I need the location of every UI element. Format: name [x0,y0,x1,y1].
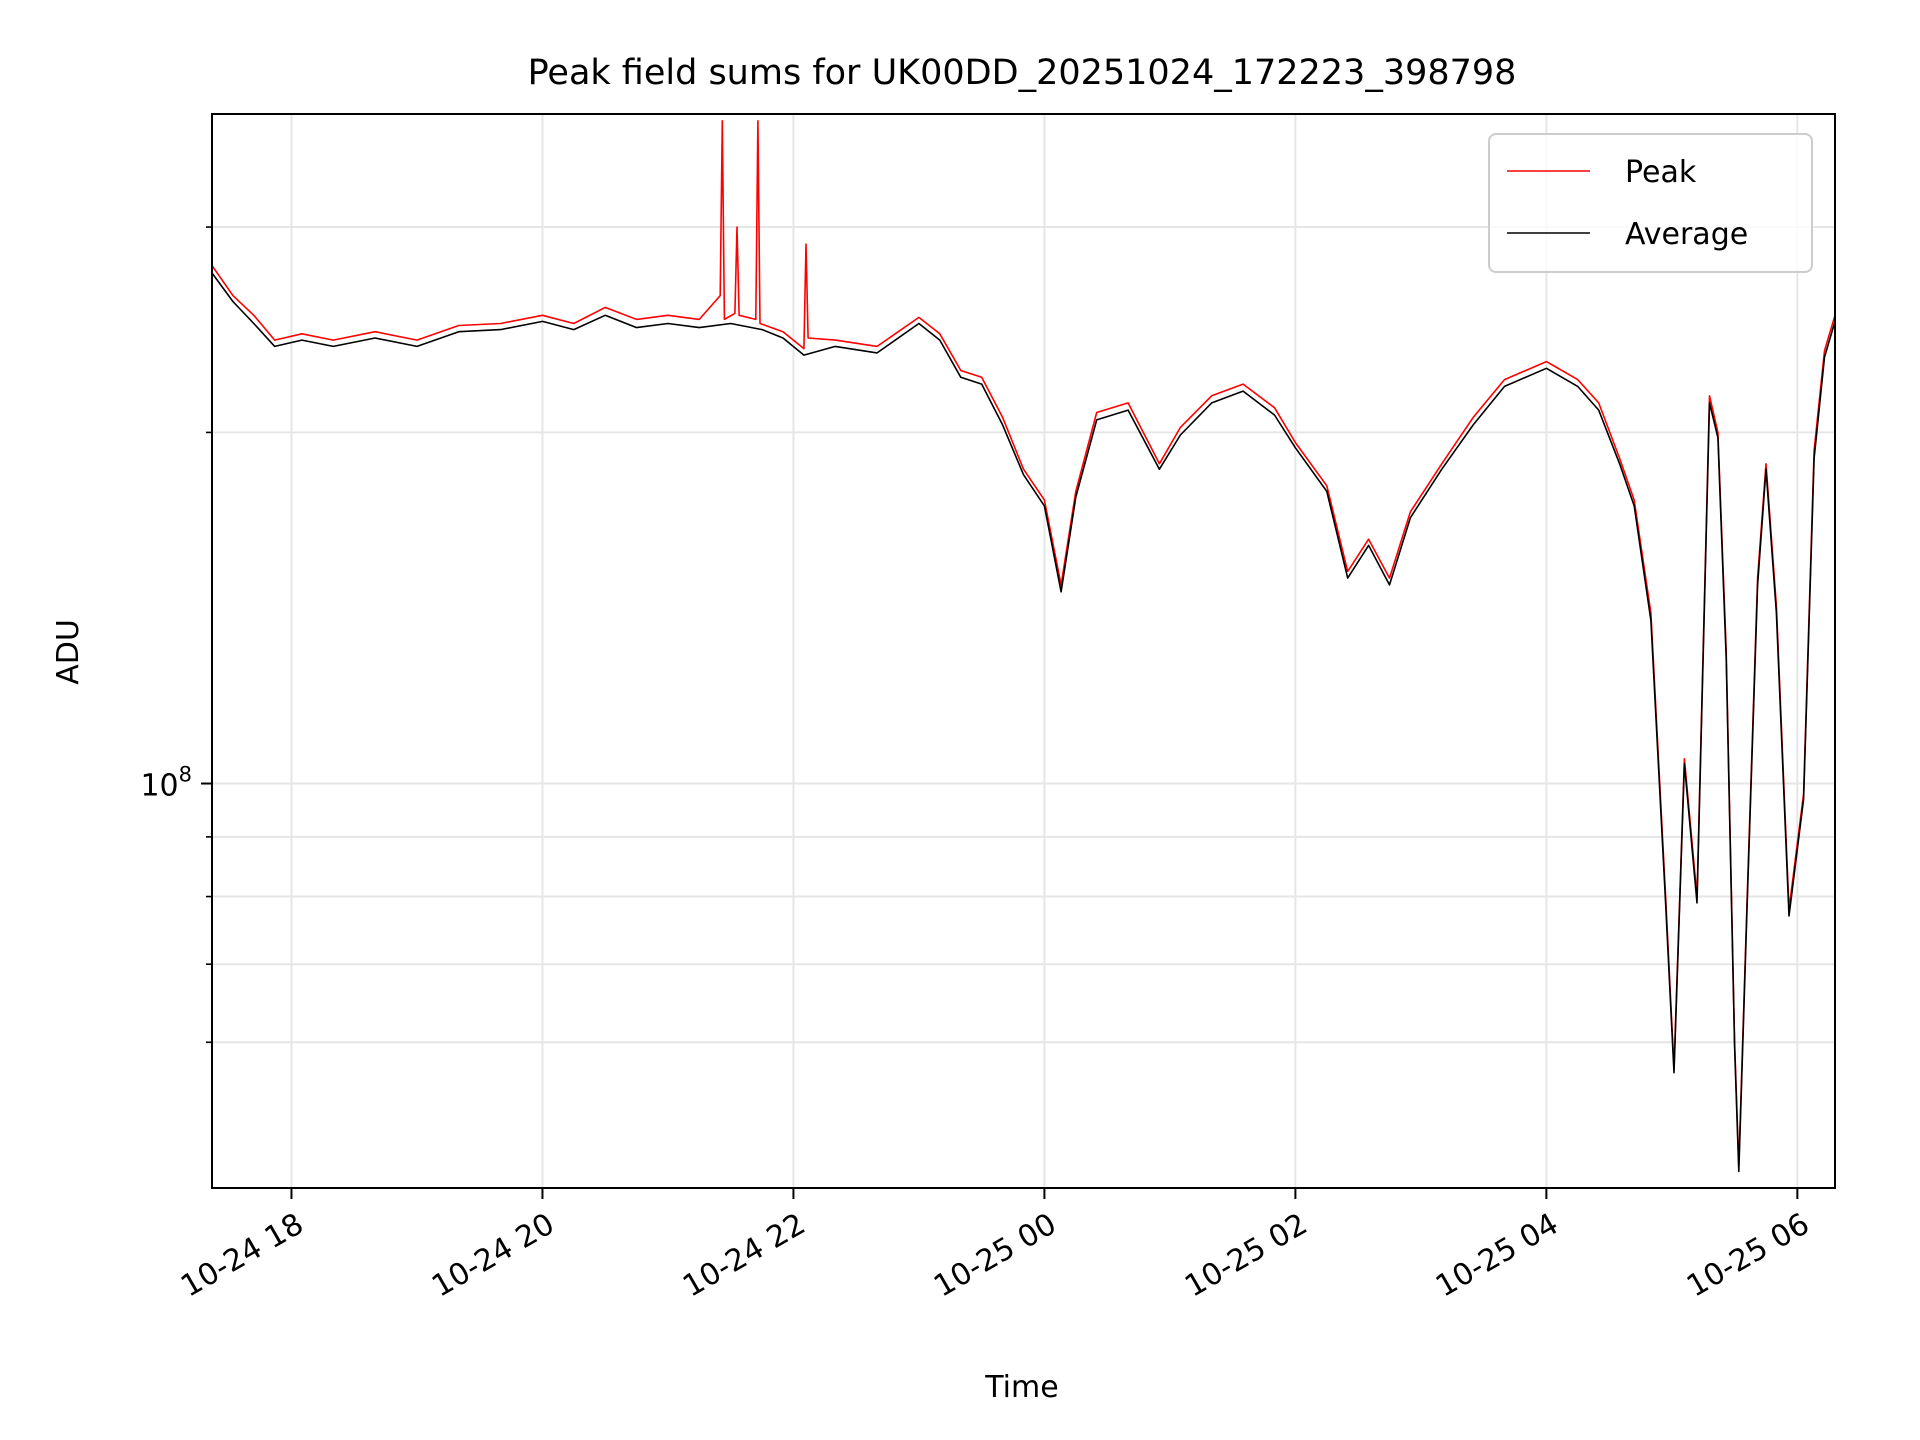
y-tick-label: 108 [140,763,192,804]
legend-label-peak: Peak [1625,155,1697,190]
legend-box [1488,133,1813,273]
plot-frame [211,113,1836,1189]
x-axis-label: Time [984,1370,1058,1405]
y-tick-label-exponent: 8 [179,763,192,787]
y-tick-label-base: 10 [140,769,178,804]
y-axis-label: ADU [51,619,86,685]
series-layer [211,120,1836,1173]
y-axis: 108 [140,226,212,1044]
legend-label-average: Average [1625,217,1748,252]
series-line-average [211,272,1836,1173]
legend: Peak Average [1488,133,1813,273]
grid [212,114,1835,1188]
chart-title: Peak field sums for UK00DD_20251024_1722… [528,53,1517,93]
